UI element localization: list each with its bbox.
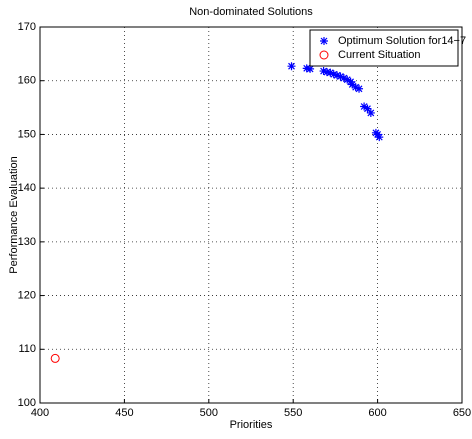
- x-tick-label: 500: [200, 407, 218, 419]
- star-marker: [336, 72, 345, 81]
- star-marker: [306, 64, 315, 73]
- star-marker: [320, 37, 328, 45]
- x-tick-label: 650: [453, 407, 471, 419]
- star-marker: [351, 83, 360, 92]
- y-axis-label: Performance Evaluation: [8, 156, 20, 273]
- legend-label: Optimum Solution for14−7: [338, 35, 466, 47]
- star-marker: [360, 102, 369, 111]
- star-marker: [326, 68, 335, 77]
- star-marker: [329, 70, 338, 79]
- x-tick-label: 400: [31, 407, 49, 419]
- star-marker: [375, 133, 384, 142]
- legend-box: [309, 29, 459, 67]
- y-tick-label: 150: [18, 128, 36, 140]
- chart-title: Non-dominated Solutions: [189, 6, 313, 18]
- circle-marker: [50, 353, 60, 363]
- plot-frame: [39, 26, 463, 404]
- y-tick-label: 110: [18, 343, 36, 355]
- star-marker: [339, 74, 348, 83]
- y-tick-label: 100: [18, 397, 36, 409]
- star-marker: [348, 80, 357, 89]
- star-marker: [343, 75, 352, 84]
- legend-label: Current Situation: [338, 49, 421, 61]
- x-tick-label: 450: [115, 407, 133, 419]
- y-tick-label: 160: [18, 75, 36, 87]
- x-axis-label: Priorities: [230, 419, 273, 431]
- star-marker: [355, 84, 364, 93]
- y-tick-label: 170: [18, 21, 36, 33]
- star-marker: [319, 67, 328, 76]
- y-tick-label: 120: [18, 289, 36, 301]
- x-tick-label: 550: [284, 407, 302, 419]
- star-marker: [333, 71, 342, 80]
- star-marker: [373, 130, 382, 139]
- star-marker: [287, 62, 296, 71]
- star-marker: [346, 77, 355, 86]
- star-marker: [363, 104, 372, 113]
- y-tick-label: 130: [18, 236, 36, 248]
- y-tick-label: 140: [18, 182, 36, 194]
- star-marker: [366, 108, 375, 117]
- circle-marker: [319, 50, 329, 60]
- x-tick-label: 600: [368, 407, 386, 419]
